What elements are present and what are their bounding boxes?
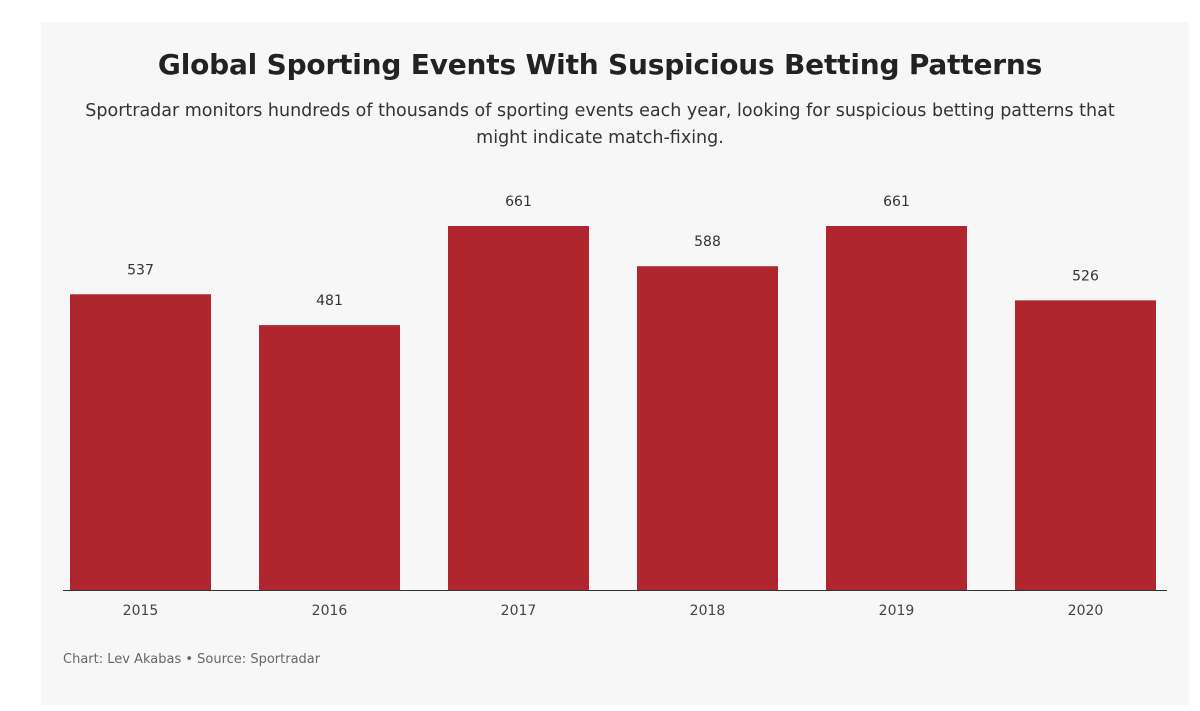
chart-card: [41, 22, 1189, 705]
bar-2016: [259, 325, 400, 590]
data-label-2016: 481: [316, 293, 343, 309]
bar-2019: [826, 226, 967, 590]
chart-footer: Chart: Lev Akabas • Source: Sportradar: [63, 652, 321, 667]
bar-2015: [70, 294, 211, 590]
data-label-2017: 661: [505, 194, 532, 210]
data-label-2015: 537: [127, 262, 154, 278]
data-label-2018: 588: [694, 234, 721, 250]
x-tick-label-2019: 2019: [879, 603, 915, 619]
bar-2017: [448, 226, 589, 590]
chart-subtitle: Sportradar monitors hundreds of thousand…: [85, 101, 1115, 148]
x-tick-label-2017: 2017: [501, 603, 537, 619]
x-tick-label-2018: 2018: [690, 603, 726, 619]
x-tick-label-2015: 2015: [123, 603, 159, 619]
chart-title: Global Sporting Events With Suspicious B…: [157, 48, 1043, 81]
data-label-2020: 526: [1072, 268, 1099, 284]
bar-2018: [637, 266, 778, 590]
data-label-2019: 661: [883, 194, 910, 210]
x-tick-label-2016: 2016: [312, 603, 348, 619]
bar-2020: [1015, 300, 1156, 590]
x-tick-label-2020: 2020: [1068, 603, 1104, 619]
